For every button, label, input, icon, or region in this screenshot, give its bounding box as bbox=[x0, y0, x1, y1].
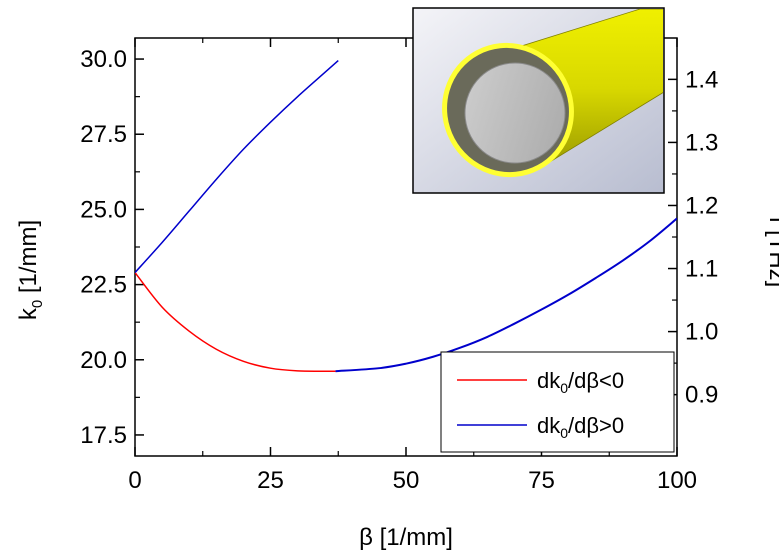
series-blue-upper bbox=[135, 59, 339, 274]
y-axis-title-base: k bbox=[15, 307, 42, 320]
y2-axis-title: f [THz] bbox=[764, 217, 779, 288]
coaxial-structure-inset bbox=[412, 7, 665, 194]
legend-label-blue-base: dk bbox=[537, 413, 561, 438]
y2-tick-labels: 0.9 1.0 1.1 1.2 1.3 1.4 bbox=[685, 66, 718, 408]
series-blue-forward bbox=[335, 217, 677, 373]
y-tick-labels: 17.5 20.0 22.5 25.0 27.5 30.0 bbox=[80, 46, 127, 449]
y-tick-label: 20.0 bbox=[80, 347, 127, 374]
y-tick-label: 22.5 bbox=[80, 272, 127, 299]
y-tick-label: 27.5 bbox=[80, 121, 127, 148]
x-tick-label: 75 bbox=[528, 467, 555, 494]
legend-label-red-base: dk bbox=[537, 368, 561, 393]
y2-tick-label: 1.1 bbox=[685, 256, 718, 283]
x-tick-label: 50 bbox=[393, 467, 420, 494]
legend-label-red: dk0/dβ<0 bbox=[537, 368, 624, 396]
y2-tick-label: 0.9 bbox=[685, 382, 718, 409]
legend: dk0/dβ<0 dk0/dβ>0 bbox=[440, 351, 675, 453]
y-tick-label: 25.0 bbox=[80, 196, 127, 223]
y2-tick-label: 1.3 bbox=[685, 129, 718, 156]
outer-ring bbox=[442, 42, 574, 178]
y-axis-title: k0 [1/mm] bbox=[15, 220, 46, 320]
x-tick-labels: 0 25 50 75 100 bbox=[128, 467, 697, 494]
x-tick-label: 0 bbox=[128, 467, 141, 494]
legend-label-blue-sub: 0 bbox=[560, 425, 568, 441]
legend-label-red-sub: 0 bbox=[560, 380, 568, 396]
y2-tick-label: 1.4 bbox=[685, 66, 718, 93]
legend-label-blue: dk0/dβ>0 bbox=[537, 413, 624, 441]
y-tick-label: 17.5 bbox=[80, 422, 127, 449]
y-axis-title-sub: 0 bbox=[29, 300, 46, 308]
legend-label-red-rest: /dβ<0 bbox=[568, 368, 624, 393]
legend-label-blue-rest: /dβ>0 bbox=[568, 413, 624, 438]
inner-conductor bbox=[464, 62, 566, 164]
y2-tick-label: 1.0 bbox=[685, 319, 718, 346]
x-axis-title: β [1/mm] bbox=[359, 524, 453, 551]
series-layer bbox=[135, 59, 677, 373]
x-tick-label: 100 bbox=[657, 467, 697, 494]
series-red-backward bbox=[135, 272, 336, 372]
y2-tick-label: 1.2 bbox=[685, 192, 718, 219]
x-tick-label: 25 bbox=[257, 467, 284, 494]
legend-box bbox=[440, 351, 675, 453]
y-axis-title-rest: [1/mm] bbox=[15, 220, 42, 300]
y-tick-label: 30.0 bbox=[80, 46, 127, 73]
